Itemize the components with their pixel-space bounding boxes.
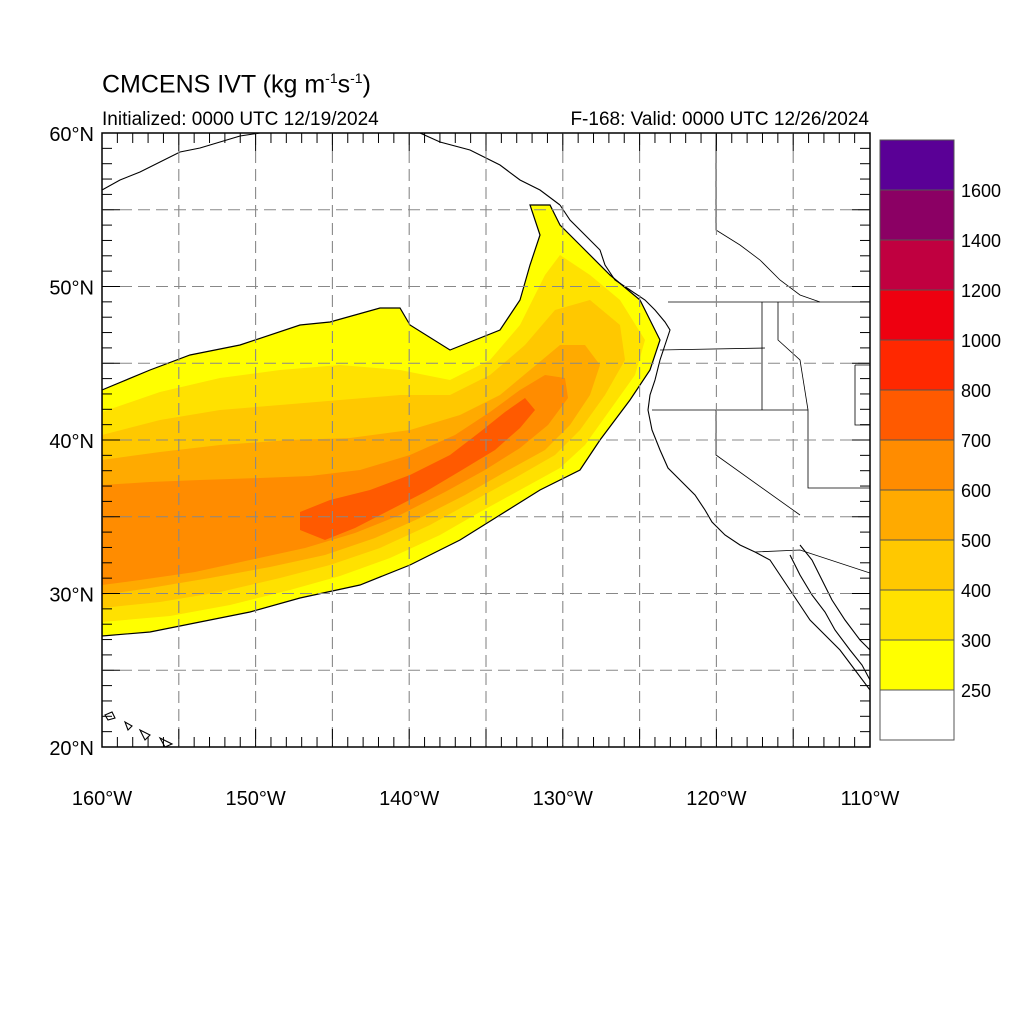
- mexico-border: [754, 549, 870, 574]
- colorbar-label: 300: [961, 631, 991, 651]
- axis-ticks: [101, 132, 871, 748]
- graticule: [102, 133, 870, 747]
- colorbar-swatch: [879, 289, 955, 341]
- colorbar-swatch: [879, 689, 955, 741]
- lat-label: 50°N: [49, 278, 94, 300]
- canada-interior: [715, 133, 821, 303]
- alaska-coast: [102, 133, 561, 206]
- colorbar-label: 500: [961, 531, 991, 551]
- colorbar-swatch: [879, 389, 955, 441]
- colorbar-swatch: [879, 639, 955, 691]
- ivt-plume: [102, 204, 661, 637]
- colorbar-swatch: [879, 539, 955, 591]
- colorbar-label: 1000: [961, 331, 1001, 351]
- lon-label: 130°W: [533, 788, 593, 810]
- lat-label: 40°N: [49, 431, 94, 453]
- lat-label: 30°N: [49, 585, 94, 607]
- colorbar-label: 1400: [961, 231, 1001, 251]
- colorbar-swatch: [879, 239, 955, 291]
- colorbar-label: 700: [961, 431, 991, 451]
- longitude-labels: 160°W 150°W 140°W 130°W 120°W 110°W: [72, 788, 900, 810]
- initialized-time: Initialized: 0000 UTC 12/19/2024: [102, 109, 379, 130]
- gulf-of-california: [799, 544, 870, 651]
- oregon-border: [659, 347, 766, 351]
- colorbar-swatch: [879, 439, 955, 491]
- colorbar-swatch: [879, 139, 955, 191]
- ivt-band-600: [102, 375, 568, 585]
- valid-time: F-168: Valid: 0000 UTC 12/26/2024: [570, 109, 869, 130]
- utah-border: [854, 364, 870, 426]
- colorbar-swatch: [879, 189, 955, 241]
- colorbar-swatch: [879, 489, 955, 541]
- baja-peninsula: [789, 554, 870, 681]
- lon-label: 110°W: [841, 788, 900, 810]
- lat-label: 20°N: [49, 738, 94, 760]
- lon-label: 120°W: [686, 788, 746, 810]
- ivt-band-700: [300, 398, 535, 540]
- idaho-border: [761, 302, 809, 411]
- colorbar-label: 600: [961, 481, 991, 501]
- colorbar-label: 250: [961, 681, 991, 701]
- map-title: CMCENS IVT (kg m-1s-1): [102, 70, 371, 99]
- latitude-labels: 20°N 30°N 40°N 50°N 60°N: [49, 124, 94, 760]
- colorbar-swatch: [879, 589, 955, 641]
- nevada-border: [715, 410, 801, 516]
- lon-label: 140°W: [379, 788, 439, 810]
- colorbar: 250 300 400 500 600 700 800 1000 1200 1400 1600: [879, 139, 1001, 741]
- colorbar-label: 1200: [961, 281, 1001, 301]
- colorbar-swatch: [879, 339, 955, 391]
- lon-label: 160°W: [72, 788, 132, 810]
- hawaii-islands: [104, 711, 174, 747]
- california-border: [652, 409, 870, 489]
- lon-label: 150°W: [225, 788, 285, 810]
- colorbar-label: 1600: [961, 181, 1001, 201]
- lat-label: 60°N: [49, 124, 94, 146]
- us-west-coast: [647, 344, 870, 691]
- bc-coast: [559, 204, 671, 346]
- colorbar-label: 800: [961, 381, 991, 401]
- colorbar-label: 400: [961, 581, 991, 601]
